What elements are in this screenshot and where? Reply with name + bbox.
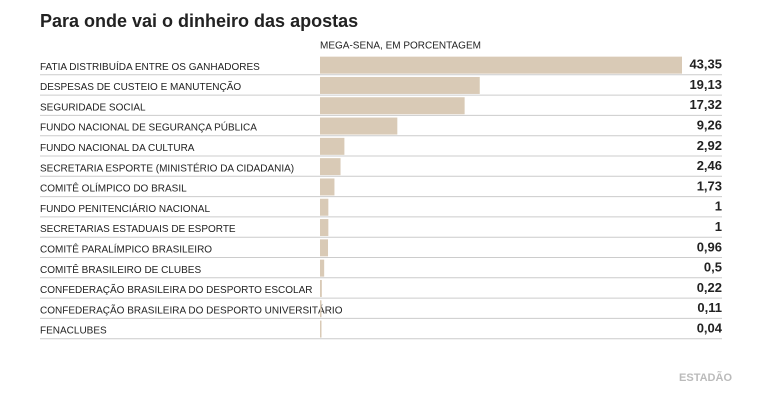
bar: [320, 117, 398, 135]
chart-subtitle: MEGA-SENA, EM PORCENTAGEM: [320, 41, 481, 52]
category-label: DESPESAS DE CUSTEIO E MANUTENÇÃO: [40, 80, 241, 93]
category-label: FATIA DISTRIBUÍDA ENTRE OS GANHADORES: [40, 60, 260, 73]
category-label: COMITÊ OLÍMPICO DO BRASIL: [40, 182, 187, 195]
category-label: CONFEDERAÇÃO BRASILEIRA DO DESPORTO UNIV…: [40, 303, 343, 316]
category-label: SECRETARIAS ESTADUAIS DE ESPORTE: [40, 224, 236, 235]
category-label: FUNDO NACIONAL DE SEGURANÇA PÚBLICA: [40, 121, 257, 134]
value-label: 1,73: [697, 178, 722, 193]
bar: [320, 56, 682, 74]
value-label: 0,11: [697, 300, 722, 315]
bar: [320, 137, 345, 155]
bar: [320, 178, 335, 196]
value-label: 43,35: [689, 57, 722, 72]
category-label: COMITÊ BRASILEIRO DE CLUBES: [40, 263, 201, 276]
value-label: 2,92: [697, 138, 722, 153]
value-label: 1: [715, 219, 722, 234]
bar: [320, 239, 329, 257]
value-label: 2,46: [697, 158, 722, 173]
value-label: 0,04: [697, 320, 723, 335]
source-logo: ESTADÃO: [679, 371, 732, 384]
value-label: 9,26: [697, 117, 722, 132]
bar: [320, 198, 329, 216]
category-label: FUNDO NACIONAL DA CULTURA: [40, 143, 195, 154]
category-label: SECRETARIA ESPORTE (MINISTÉRIO DA CIDADA…: [40, 161, 294, 174]
value-label: 1: [715, 199, 722, 214]
category-label: CONFEDERAÇÃO BRASILEIRA DO DESPORTO ESCO…: [40, 283, 312, 296]
category-label: SEGURIDADE SOCIAL: [40, 102, 146, 113]
category-label: FUNDO PENITENCIÁRIO NACIONAL: [40, 202, 210, 215]
category-label: COMITÊ PARALÍMPICO BRASILEIRO: [40, 242, 212, 255]
bar: [320, 76, 480, 94]
value-label: 17,32: [689, 97, 722, 112]
bar: [320, 279, 322, 297]
bar: [320, 97, 465, 115]
bar: [320, 219, 329, 237]
bar: [320, 320, 322, 338]
chart-title: Para onde vai o dinheiro das apostas: [40, 11, 358, 31]
bar: [320, 158, 341, 176]
value-label: 0,96: [697, 239, 722, 254]
value-label: 0,22: [697, 280, 722, 295]
bar: [320, 300, 322, 318]
bar: [320, 259, 325, 277]
value-label: 19,13: [689, 77, 722, 92]
value-label: 0,5: [704, 260, 722, 275]
category-label: FENACLUBES: [40, 326, 107, 337]
